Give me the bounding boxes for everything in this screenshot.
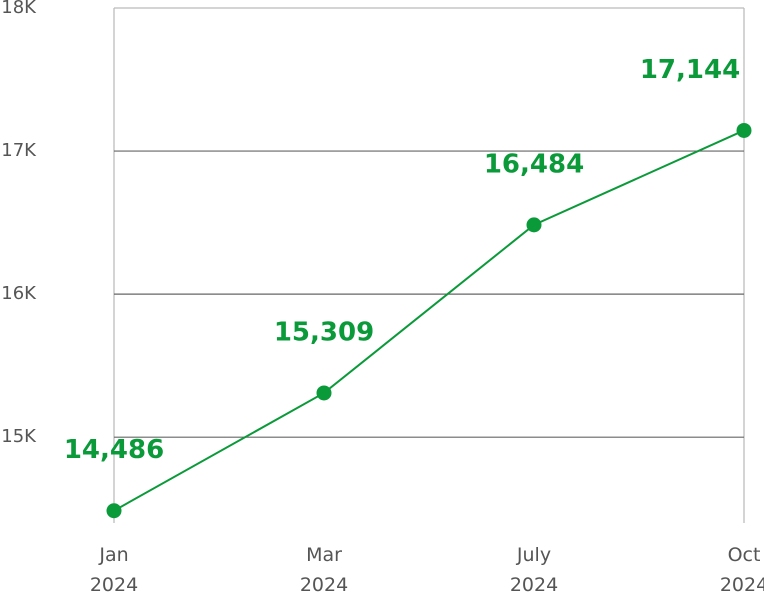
data-label: 16,484 bbox=[484, 149, 584, 179]
point bbox=[106, 503, 122, 519]
y-tick-label: 16K bbox=[1, 283, 37, 304]
point bbox=[316, 385, 332, 401]
y-tick-label: 18K bbox=[1, 0, 37, 18]
y-tick-label: 15K bbox=[1, 426, 37, 447]
data-label: 17,144 bbox=[640, 55, 740, 85]
line bbox=[113, 129, 745, 512]
x-tick-label: Jan 2024 bbox=[89, 544, 139, 596]
data-label: 15,309 bbox=[274, 317, 374, 347]
y-tick-label: 17K bbox=[1, 140, 37, 161]
x-tick-label: Oct 2024 bbox=[719, 544, 764, 596]
x-tick-label: Mar 2024 bbox=[299, 544, 349, 596]
x-tick-label: July 2024 bbox=[509, 544, 559, 596]
point bbox=[526, 217, 542, 233]
data-label: 14,486 bbox=[64, 435, 164, 465]
point bbox=[736, 122, 752, 138]
